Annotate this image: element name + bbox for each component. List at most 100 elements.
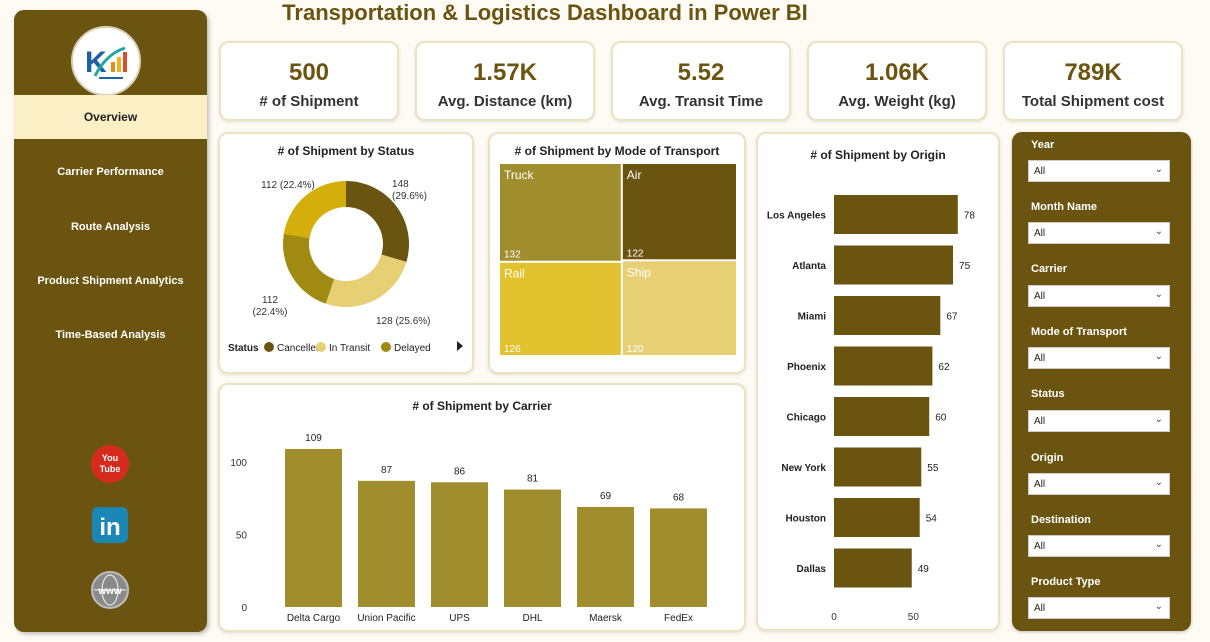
nav-item-label: Carrier Performance bbox=[57, 166, 164, 178]
x-tick-label: 50 bbox=[908, 612, 920, 623]
kpi-card: 500 # of Shipment bbox=[219, 41, 399, 121]
filter-dropdown-month-name[interactable]: All ⌄ bbox=[1028, 222, 1170, 244]
origin-bar[interactable] bbox=[834, 296, 941, 335]
nav-item-route-analysis[interactable]: Route Analysis bbox=[14, 205, 207, 249]
chevron-down-icon: ⌄ bbox=[1154, 414, 1163, 425]
donut-slice[interactable] bbox=[325, 254, 407, 307]
origin-bar[interactable] bbox=[834, 447, 922, 487]
linkedin-icon-graphic: in bbox=[92, 507, 128, 543]
y-tick-label: 50 bbox=[236, 531, 248, 542]
filter-label-carrier: Carrier bbox=[1031, 263, 1068, 275]
mode-treemap-chart[interactable]: Truck 132 Air 122 Rail 126 Ship 120 bbox=[490, 134, 744, 372]
filter-label-mode-of-transport: Mode of Transport bbox=[1031, 326, 1127, 338]
carrier-bar[interactable] bbox=[358, 480, 415, 607]
legend-entry[interactable]: Cancelled bbox=[277, 343, 321, 354]
filter-selected-value: All bbox=[1034, 479, 1046, 490]
filter-selected-value: All bbox=[1034, 416, 1046, 427]
treemap-cell[interactable] bbox=[500, 262, 621, 355]
carrier-category-label: Maersk bbox=[589, 613, 623, 624]
legend-marker bbox=[381, 342, 391, 352]
sidebar: K Overview Carrier Performance Route Analy… bbox=[14, 10, 207, 632]
origin-category-label: Houston bbox=[785, 514, 826, 525]
carrier-bar-value: 86 bbox=[454, 466, 466, 477]
kpi-card: 5.52 Avg. Transit Time bbox=[611, 41, 791, 121]
filter-dropdown-destination[interactable]: All ⌄ bbox=[1028, 535, 1170, 557]
legend-entry[interactable]: In Transit bbox=[329, 343, 370, 354]
filter-dropdown-carrier[interactable]: All ⌄ bbox=[1028, 285, 1170, 307]
nav-item-time-based-analysis[interactable]: Time-Based Analysis bbox=[14, 313, 207, 357]
chevron-down-icon: ⌄ bbox=[1154, 164, 1163, 175]
origin-category-label: Chicago bbox=[787, 413, 826, 424]
carrier-chart-card: # of Shipment by Carrier 0 50 100 109 Delta … bbox=[218, 383, 746, 632]
carrier-bar[interactable] bbox=[650, 508, 707, 607]
svg-text:in: in bbox=[99, 514, 120, 541]
slice-data-label: 128 (25.6%) bbox=[376, 316, 430, 327]
kpi-value: 5.52 bbox=[677, 59, 725, 86]
treemap-cell[interactable] bbox=[622, 164, 736, 260]
donut-slice[interactable] bbox=[283, 233, 335, 304]
youtube-icon[interactable]: You Tube bbox=[90, 444, 130, 484]
slice-data-label: 112 (22.4%) bbox=[252, 295, 287, 318]
treemap-cell[interactable] bbox=[622, 261, 736, 355]
donut-slice[interactable] bbox=[346, 181, 409, 262]
origin-bar[interactable] bbox=[834, 245, 954, 285]
status-donut-chart[interactable]: 148 (29.6%) 128 (25.6%) 112 (22.4%) 112 (22.4… bbox=[220, 134, 472, 372]
filter-panel: Year All ⌄ Month Name All ⌄ Carrier All ⌄ Mode of… bbox=[1012, 132, 1191, 631]
nav-item-overview[interactable]: Overview bbox=[14, 95, 207, 139]
origin-bar[interactable] bbox=[834, 195, 958, 234]
origin-bar[interactable] bbox=[834, 548, 912, 588]
origin-bar-value: 75 bbox=[959, 261, 971, 272]
filter-dropdown-mode-of-transport[interactable]: All ⌄ bbox=[1028, 347, 1170, 369]
origin-category-label: Dallas bbox=[797, 564, 827, 575]
carrier-bar-value: 69 bbox=[600, 491, 612, 502]
origin-chart-card: # of Shipment by Origin Los Angeles 78 Atl… bbox=[756, 132, 1000, 631]
filter-selected-value: All bbox=[1034, 541, 1046, 552]
kpi-label: # of Shipment bbox=[259, 93, 359, 110]
origin-bar[interactable] bbox=[834, 397, 930, 436]
carrier-bar[interactable] bbox=[577, 506, 634, 607]
carrier-bar-chart[interactable]: 0 50 100 109 Delta Cargo 87 Union Pacific 86 UPS… bbox=[220, 385, 744, 630]
origin-bar-value: 62 bbox=[938, 362, 950, 373]
nav-item-label: Time-Based Analysis bbox=[55, 329, 166, 341]
linkedin-icon[interactable]: in bbox=[90, 505, 130, 545]
carrier-category-label: UPS bbox=[449, 613, 470, 624]
svg-text:You: You bbox=[102, 453, 118, 463]
carrier-bar[interactable] bbox=[431, 482, 488, 607]
carrier-bar[interactable] bbox=[285, 448, 342, 607]
origin-bar[interactable] bbox=[834, 346, 933, 386]
filter-dropdown-origin[interactable]: All ⌄ bbox=[1028, 473, 1170, 495]
origin-category-label: Phoenix bbox=[787, 362, 826, 373]
treemap-cell-value: 126 bbox=[504, 344, 521, 355]
globe-icon[interactable]: www bbox=[90, 570, 130, 610]
filter-label-status: Status bbox=[1031, 388, 1065, 400]
legend-marker bbox=[316, 342, 326, 352]
logo-mark-icon: K bbox=[75, 30, 137, 92]
filter-dropdown-year[interactable]: All ⌄ bbox=[1028, 160, 1170, 182]
origin-bar-chart[interactable]: Los Angeles 78 Atlanta 75 Miami 67 Phoenix 62 Ch… bbox=[758, 134, 998, 629]
treemap-cell-label: Ship bbox=[627, 265, 651, 279]
nav-item-label: Overview bbox=[83, 110, 138, 124]
nav-item-product-shipment-analytics[interactable]: Product Shipment Analytics bbox=[14, 259, 207, 303]
globe-icon-graphic: www bbox=[91, 571, 129, 609]
filter-label-year: Year bbox=[1031, 139, 1055, 151]
filter-dropdown-product-type[interactable]: All ⌄ bbox=[1028, 597, 1170, 619]
carrier-category-label: FedEx bbox=[664, 613, 693, 624]
nav-item-carrier-performance[interactable]: Carrier Performance bbox=[14, 150, 207, 194]
filter-label-product-type: Product Type bbox=[1031, 576, 1101, 588]
filter-label-origin: Origin bbox=[1031, 452, 1064, 464]
origin-bar[interactable] bbox=[834, 498, 920, 537]
treemap-cell-value: 132 bbox=[504, 250, 521, 261]
filter-dropdown-status[interactable]: All ⌄ bbox=[1028, 410, 1170, 432]
kpi-value: 1.06K bbox=[864, 59, 930, 86]
slice-data-label: 112 (22.4%) bbox=[261, 180, 315, 191]
donut-slice[interactable] bbox=[283, 181, 346, 238]
treemap-cell[interactable] bbox=[500, 164, 621, 261]
status-chart-card: # of Shipment by Status 148 (29.6%) 128 (2… bbox=[218, 132, 474, 374]
company-logo: K bbox=[71, 26, 141, 96]
kpi-value: 500 bbox=[288, 59, 330, 86]
legend-next-arrow-icon[interactable] bbox=[457, 341, 463, 351]
origin-category-label: Los Angeles bbox=[767, 211, 827, 222]
carrier-bar[interactable] bbox=[504, 489, 561, 607]
legend-entry[interactable]: Delayed bbox=[394, 343, 431, 354]
